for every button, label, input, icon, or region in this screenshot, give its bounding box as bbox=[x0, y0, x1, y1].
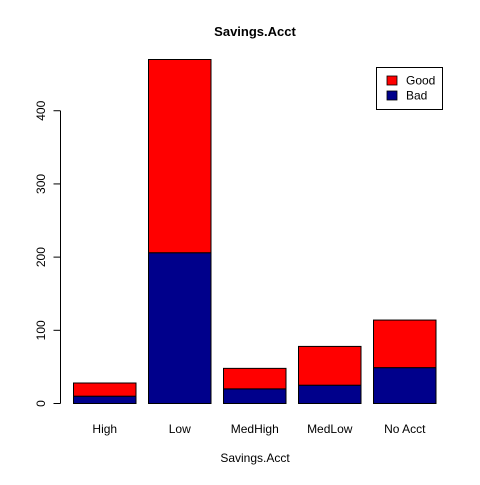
x-tick-label: Low bbox=[169, 422, 191, 436]
x-axis-label: Savings.Acct bbox=[220, 451, 290, 465]
y-tick-label: 400 bbox=[34, 100, 48, 120]
legend-label-bad: Bad bbox=[406, 89, 427, 103]
y-tick-label: 100 bbox=[34, 320, 48, 340]
y-tick-label: 300 bbox=[34, 174, 48, 194]
legend-label-good: Good bbox=[406, 74, 435, 88]
bar-segment-good bbox=[374, 320, 437, 368]
x-tick-label: MedHigh bbox=[231, 422, 279, 436]
legend-swatch-bad bbox=[387, 91, 397, 100]
x-tick-label: High bbox=[92, 422, 117, 436]
bars bbox=[74, 60, 437, 404]
bar-segment-good bbox=[299, 346, 362, 385]
x-tick-labels: High Low MedHigh MedLow No Acct bbox=[92, 422, 426, 436]
y-tick-label: 200 bbox=[34, 247, 48, 267]
bar-segment-bad bbox=[149, 253, 212, 404]
bar-segment-good bbox=[149, 60, 212, 253]
x-tick-label: MedLow bbox=[307, 422, 353, 436]
x-tick-label: No Acct bbox=[384, 422, 426, 436]
legend-swatch-good bbox=[387, 76, 397, 85]
bar-segment-bad bbox=[299, 385, 362, 403]
bar-segment-bad bbox=[374, 368, 437, 404]
y-tick-label: 0 bbox=[34, 400, 48, 407]
y-axis: 0 100 200 300 400 bbox=[34, 100, 60, 406]
bar-segment-bad bbox=[224, 389, 287, 404]
bar-segment-good bbox=[74, 383, 137, 396]
bar-segment-good bbox=[224, 368, 287, 388]
bar-segment-bad bbox=[74, 396, 137, 403]
chart-title: Savings.Acct bbox=[214, 24, 296, 39]
